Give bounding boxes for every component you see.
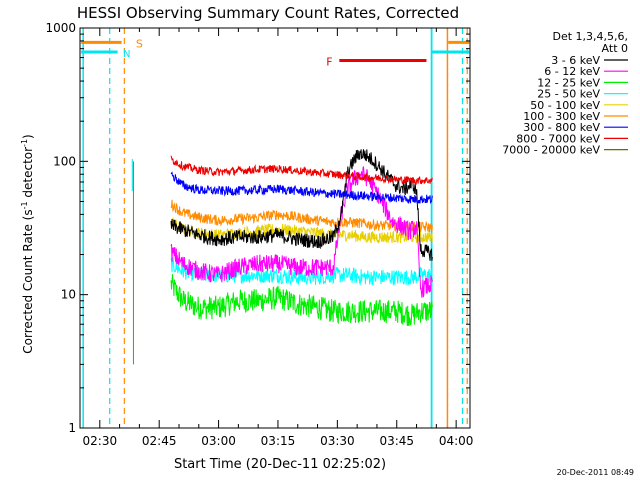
annotation-n: N bbox=[123, 49, 130, 60]
plot-frame bbox=[79, 27, 471, 429]
series-line-4 bbox=[170, 217, 433, 244]
y-tick-label: 1 bbox=[68, 421, 76, 435]
legend-header-2: Att 0 bbox=[602, 42, 628, 55]
series-line-6 bbox=[170, 171, 433, 205]
legend-entry-label: 300 - 800 keV bbox=[523, 121, 600, 134]
legend-entry-label: 800 - 7000 keV bbox=[516, 132, 600, 145]
series-line-1 bbox=[170, 166, 433, 298]
legend-entry-label: 12 - 25 keV bbox=[537, 76, 600, 89]
x-axis-label: Start Time (20-Dec-11 02:25:02) bbox=[174, 457, 386, 472]
legend-entry-label: 100 - 300 keV bbox=[523, 110, 600, 123]
legend-entry-label: 7000 - 20000 keV bbox=[502, 144, 600, 157]
y-axis-label: Corrected Count Rate (s-1 detector-1) bbox=[20, 134, 35, 353]
y-tick-label: 100 bbox=[53, 154, 76, 168]
legend-header-1: Det 1,3,4,5,6, bbox=[552, 30, 628, 43]
series-line-3 bbox=[170, 256, 433, 286]
chart-title: HESSI Observing Summary Count Rates, Cor… bbox=[77, 4, 459, 22]
legend-entry-label: 25 - 50 keV bbox=[537, 88, 600, 101]
y-tick-label: 10 bbox=[61, 288, 76, 302]
x-tick-label: 02:30 bbox=[83, 434, 118, 448]
annotation-s: S bbox=[136, 37, 143, 50]
x-tick-label: 02:45 bbox=[142, 434, 177, 448]
footer-date: 20-Dec-2011 08:49 bbox=[557, 468, 634, 477]
series-line-2 bbox=[170, 274, 433, 326]
x-tick-label: 03:00 bbox=[201, 434, 236, 448]
legend-entry-label: 3 - 6 keV bbox=[551, 54, 600, 67]
series-line-0 bbox=[170, 149, 433, 261]
y-tick-label: 1000 bbox=[45, 21, 76, 35]
x-tick-label: 03:15 bbox=[261, 434, 296, 448]
series-line-7 bbox=[170, 155, 433, 187]
legend-entry-label: 6 - 12 keV bbox=[544, 65, 600, 78]
x-tick-label: 03:30 bbox=[320, 434, 355, 448]
annotation-f: F bbox=[326, 56, 332, 69]
series-line-5 bbox=[170, 199, 433, 234]
x-tick-label: 03:45 bbox=[379, 434, 414, 448]
x-tick-label: 04:00 bbox=[439, 434, 474, 448]
legend-entry-label: 50 - 100 keV bbox=[530, 99, 600, 112]
